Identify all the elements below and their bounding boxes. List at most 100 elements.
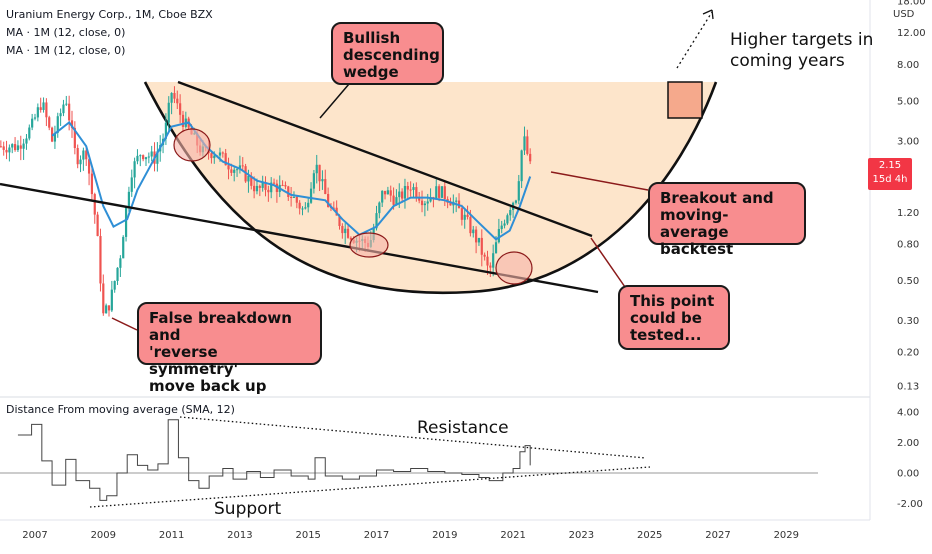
candle-body [341,225,344,234]
indicator-axis-tick: 4.00 [897,408,919,419]
projection-arrowhead [702,9,714,20]
candle-body [105,305,108,314]
candle-body [5,149,8,153]
projection-arrow [676,11,713,69]
candle-body [224,153,227,166]
candle-body [420,200,424,206]
candle-body [455,200,458,202]
candle-body [45,102,48,118]
price-badge: 2.15 15d 4h [868,158,912,190]
target-box [667,81,703,119]
candle-body [304,207,307,209]
candle-body [11,144,14,148]
moving-average-line [51,120,532,241]
price-axis-tick: 0.20 [897,348,919,359]
candle-body [375,213,378,229]
price-axis-tick: 3.00 [897,136,919,147]
candle-body [463,214,466,220]
candle-body [110,289,113,311]
candle-body [31,118,34,128]
wedge-upper-trendline [177,80,593,238]
candle-body [173,93,176,99]
candle-body [349,237,352,240]
pointer-bullish [319,83,350,119]
candle-body [284,185,287,187]
candle-body [500,225,503,230]
candle-body [281,184,284,186]
ma-legend-2[interactable]: MA · 1M (12, close, 0) [6,44,126,57]
candle-body [122,236,125,259]
candle-body [480,237,483,255]
candle-body [494,242,498,254]
candle-body [19,145,22,149]
candle-body [130,177,133,192]
price-axis-tick: 5.00 [897,97,919,108]
candle-body [59,113,62,117]
cup-shaded-area [145,82,716,293]
candle-body [116,267,119,281]
candle-body [327,194,330,207]
candle-body [176,98,179,104]
candle-body [53,132,57,142]
candle-body [76,148,79,165]
time-axis-tick: 2007 [22,530,47,541]
candle-body [418,197,421,201]
candle-body [87,159,91,174]
candle-body [136,155,139,162]
candle-body [517,181,520,201]
candle-body [287,186,290,198]
candle-body [472,229,475,234]
price-badge-bg [868,158,912,190]
callout-breakout: Breakout and moving-average backtest [648,182,806,258]
candle-body [344,228,347,234]
candle-body [298,202,301,209]
candle-body [90,173,94,195]
candle-body [267,189,270,193]
callout-could-be-tested: This point could be tested... [618,285,730,350]
time-axis-tick: 2023 [569,530,594,541]
pointer-tested [590,237,626,288]
candle-body [22,143,25,149]
time-axis-tick: 2009 [91,530,116,541]
candle-body [156,151,159,164]
candle-body [99,236,102,284]
candle-body [386,190,389,195]
indicator-title[interactable]: Distance From moving average (SMA, 12) [6,403,235,416]
candle-body [62,104,65,114]
candle-body [503,223,506,226]
candle-body [321,179,324,182]
candle-body [381,190,384,203]
candle-body [443,186,446,200]
candle-body [144,157,148,160]
candle-body [218,152,222,156]
candle-body [301,208,304,210]
time-axis-tick: 2011 [159,530,184,541]
candle-body [395,197,398,205]
touch-ellipse-2011 [173,128,211,162]
candle-body [150,151,153,157]
price-badge-countdown: 15d 4h [872,174,908,185]
time-axis-tick: 2027 [705,530,730,541]
candle-body [292,196,296,198]
currency-label: USD [893,9,915,20]
candle-body [221,152,224,154]
candle-body [392,195,395,205]
candle-body [93,194,96,215]
candle-body [73,127,76,149]
candle-body [113,280,116,290]
candle-body [227,165,230,170]
candle-body [119,258,122,268]
price-axis-tick: 18.00 [897,0,926,8]
price-axis-tick: 0.80 [897,240,919,251]
candle-body [25,138,28,144]
candle-body [82,150,85,160]
candle-body [241,165,244,167]
indicator-resistance-line [179,416,647,459]
candle-body [70,120,74,128]
ma-legend-1[interactable]: MA · 1M (12, close, 0) [6,26,126,39]
candle-body [170,93,173,103]
indicator-axis-tick: 0.00 [897,469,919,480]
candle-body [164,122,168,139]
candle-body [65,103,68,105]
